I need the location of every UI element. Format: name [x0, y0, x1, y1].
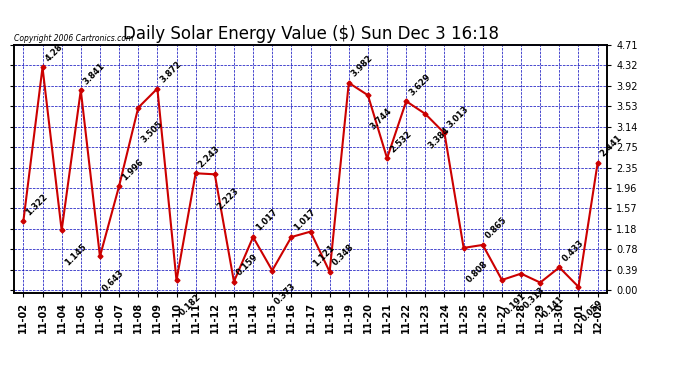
Text: 3.013: 3.013	[446, 104, 471, 129]
Text: 0.808: 0.808	[464, 260, 489, 284]
Text: 0.865: 0.865	[484, 216, 509, 241]
Text: 0.313: 0.313	[522, 285, 547, 310]
Text: 3.872: 3.872	[158, 59, 184, 84]
Text: 3.841: 3.841	[81, 61, 107, 86]
Text: 3.505: 3.505	[139, 119, 164, 144]
Title: Daily Solar Energy Value ($) Sun Dec 3 16:18: Daily Solar Energy Value ($) Sun Dec 3 1…	[123, 26, 498, 44]
Text: 2.223: 2.223	[216, 186, 241, 211]
Text: 0.141: 0.141	[541, 294, 566, 319]
Text: 2.441: 2.441	[599, 134, 624, 159]
Text: 0.348: 0.348	[331, 243, 355, 268]
Text: 0.373: 0.373	[273, 282, 298, 307]
Text: 1.121: 1.121	[311, 243, 337, 268]
Text: 2.532: 2.532	[388, 129, 413, 154]
Text: 2.243: 2.243	[197, 144, 221, 169]
Text: 3.982: 3.982	[350, 54, 375, 79]
Text: 1.996: 1.996	[120, 157, 145, 182]
Text: 1.017: 1.017	[293, 208, 317, 233]
Text: 1.017: 1.017	[254, 208, 279, 233]
Text: 0.191: 0.191	[503, 291, 528, 316]
Text: 4.28: 4.28	[43, 42, 64, 63]
Text: 0.159: 0.159	[235, 252, 260, 278]
Text: Copyright 2006 Cartronics.com: Copyright 2006 Cartronics.com	[14, 33, 133, 42]
Text: 0.433: 0.433	[560, 238, 585, 263]
Text: 3.744: 3.744	[369, 106, 394, 132]
Text: 3.629: 3.629	[407, 72, 432, 97]
Text: 3.384: 3.384	[426, 125, 451, 150]
Text: 1.145: 1.145	[63, 242, 88, 267]
Text: 1.322: 1.322	[24, 192, 50, 217]
Text: 0.059: 0.059	[580, 298, 604, 323]
Text: 0.643: 0.643	[101, 268, 126, 293]
Text: 0.182: 0.182	[177, 292, 203, 317]
